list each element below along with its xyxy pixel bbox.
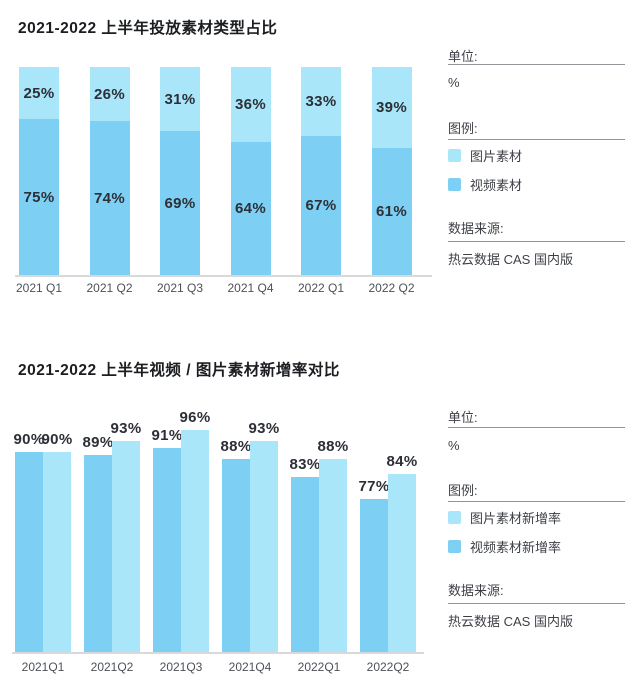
bar-segment-image-material: 31% <box>160 67 200 131</box>
divider <box>448 501 625 502</box>
bar-value-label: 64% <box>235 200 266 217</box>
bar-segment-video-material: 69% <box>160 131 200 275</box>
source-label: 数据来源: <box>448 583 504 598</box>
bar-value-label: 91% <box>151 427 183 445</box>
bar-value-label: 75% <box>23 188 55 206</box>
divider <box>448 64 625 65</box>
unit-label: 单位: <box>448 410 478 425</box>
legend-swatch <box>448 177 461 191</box>
legend-item: 图片素材新增率 <box>448 510 562 526</box>
bar-segment-image-material: 33% <box>301 67 341 136</box>
source-value: 热云数据 CAS 国内版 <box>448 252 573 267</box>
legend-title: 图例: <box>448 121 478 136</box>
x-axis-label: 2022 Q1 <box>297 281 345 295</box>
bar-image-growth <box>319 459 347 652</box>
bar-value-label: 83% <box>289 456 321 474</box>
bar-segment-image-material: 26% <box>89 67 130 121</box>
legend-item: 视频素材新增率 <box>448 539 562 555</box>
bar-segment-video-material: 74% <box>89 121 130 275</box>
x-axis-label: 2021Q3 <box>159 660 203 674</box>
unit-value: % <box>448 438 460 453</box>
bar-value-label: 69% <box>164 194 196 212</box>
bar-value-label: 74% <box>94 189 125 207</box>
bar-value-label: 93% <box>110 419 142 437</box>
legend-item: 视频素材 <box>448 177 523 193</box>
bar-segment-video-material: 64% <box>230 142 271 275</box>
bar-value-label: 67% <box>305 197 337 214</box>
bar-segment-image-material: 25% <box>19 67 59 119</box>
bar-video-growth <box>15 451 43 652</box>
bar-value-label: 39% <box>376 99 407 116</box>
chart2-x-axis-line <box>12 652 424 654</box>
x-axis-label: 2021 Q4 <box>227 281 274 295</box>
bar-value-label: 88% <box>317 438 349 456</box>
legend-swatch <box>448 510 461 524</box>
x-axis-label: 2021 Q2 <box>86 281 133 295</box>
bar-segment-video-material: 61% <box>371 148 412 275</box>
bar-image-growth <box>181 430 209 652</box>
bar-value-label: 36% <box>235 96 266 113</box>
x-axis-label: 2021Q2 <box>90 660 134 674</box>
divider <box>448 139 625 140</box>
bar-video-growth <box>84 455 112 652</box>
bar-image-growth <box>43 451 71 652</box>
chart1-title: 2021-2022 上半年投放素材类型占比 <box>18 20 278 37</box>
divider <box>448 427 625 428</box>
legend-label: 图片素材新增率 <box>470 510 562 526</box>
legend-title: 图例: <box>448 483 478 498</box>
bar-segment-video-material: 75% <box>19 119 59 275</box>
bar-image-growth <box>388 473 416 652</box>
divider <box>448 241 625 242</box>
chart2-legend: 图片素材新增率 视频素材新增率 <box>448 510 561 568</box>
source-value: 热云数据 CAS 国内版 <box>448 614 573 629</box>
legend-label: 视频素材 <box>470 177 523 193</box>
bar-video-growth <box>291 477 319 652</box>
bar-segment-image-material: 36% <box>230 67 271 142</box>
legend-item: 图片素材 <box>448 148 523 164</box>
bar-value-label: 25% <box>23 84 55 102</box>
legend-label: 视频素材新增率 <box>470 539 562 555</box>
x-axis-label: 2021 Q1 <box>15 281 63 295</box>
chart1-sidebar: 单位: % 图例: 图片素材视频素材 数据来源: 热云数据 CAS 国内版 <box>448 46 626 267</box>
chart1-legend: 图片素材 视频素材 <box>448 148 522 206</box>
source-label: 数据来源: <box>448 221 504 236</box>
x-axis-label: 2021Q4 <box>228 660 272 674</box>
bar-video-growth <box>222 459 250 652</box>
unit-value: % <box>448 75 460 90</box>
chart2-sidebar: 单位: % 图例: 图片素材新增率 视频素材新增率 数据来源: 热云数据 CAS … <box>448 407 626 629</box>
bar-segment-image-material: 39% <box>371 67 412 148</box>
bar-video-growth <box>360 499 388 652</box>
x-axis-label: 2022Q1 <box>297 660 341 674</box>
bar-value-label: 26% <box>94 85 125 103</box>
bar-value-label: 90% <box>13 430 45 448</box>
bar-video-growth <box>153 448 181 652</box>
legend-swatch <box>448 539 461 553</box>
bar-value-label: 77% <box>358 478 390 496</box>
bar-value-label: 31% <box>164 90 196 108</box>
legend-label: 图片素材 <box>470 148 523 164</box>
bar-image-growth <box>250 440 278 652</box>
bar-value-label: 96% <box>179 409 211 426</box>
bar-image-growth <box>112 440 140 652</box>
bar-value-label: 89% <box>82 434 114 452</box>
x-axis-label: 2022 Q2 <box>368 281 415 295</box>
divider <box>448 603 625 604</box>
bar-value-label: 61% <box>376 203 407 220</box>
chart2-title: 2021-2022 上半年视频 / 图片素材新增率对比 <box>18 362 340 379</box>
legend-swatch <box>448 148 461 162</box>
bar-value-label: 93% <box>248 419 280 437</box>
bar-value-label: 90% <box>41 430 73 448</box>
x-axis-label: 2021 Q3 <box>156 281 204 295</box>
x-axis-label: 2022Q2 <box>366 660 410 674</box>
chart1-x-axis-line <box>15 275 432 277</box>
bar-segment-video-material: 67% <box>301 136 341 275</box>
bar-value-label: 88% <box>220 438 252 456</box>
bar-value-label: 33% <box>305 93 337 110</box>
x-axis-label: 2021Q1 <box>21 660 65 674</box>
unit-label: 单位: <box>448 49 478 64</box>
bar-value-label: 84% <box>386 452 418 470</box>
